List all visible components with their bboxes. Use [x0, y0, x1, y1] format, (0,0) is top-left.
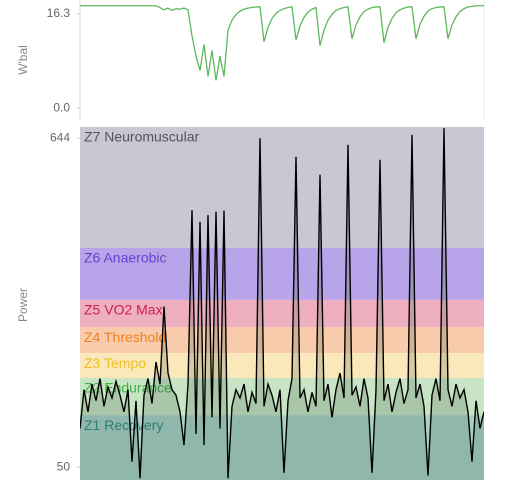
- zone-label: Z1 Recovery: [84, 417, 163, 433]
- zones: Z7 Neuromuscular Z6 Anaerobic Z5 VO2 Max Z4…: [80, 127, 484, 480]
- axis-title: Power: [16, 288, 30, 322]
- y-tick-label: 50: [57, 459, 71, 473]
- zone-band: [80, 353, 484, 379]
- power-line: [80, 128, 484, 479]
- zone-label: Z6 Anaerobic: [84, 250, 167, 266]
- zone-band: [80, 247, 484, 300]
- power-area: [80, 128, 484, 480]
- zone-label: Z3 Tempo: [84, 355, 146, 371]
- zone-band: [80, 327, 484, 354]
- wbal-line: [80, 5, 484, 81]
- zone-label: Z5 VO2 Max: [84, 302, 163, 318]
- zone-label: Z7 Neuromuscular: [84, 129, 199, 145]
- y-tick-label: 16.3: [47, 6, 71, 20]
- zone-band: [80, 127, 484, 248]
- zone-label: Z4 Threshold: [84, 329, 166, 345]
- y-tick-label: 644: [50, 130, 70, 144]
- y-tick-label: 0.0: [53, 100, 70, 114]
- zone-band: [80, 299, 484, 328]
- axis-title: W'bal: [16, 45, 30, 75]
